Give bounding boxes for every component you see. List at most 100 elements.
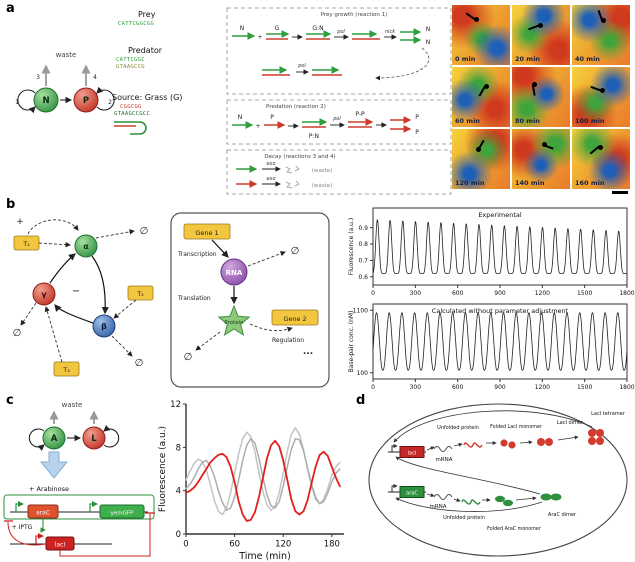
exo-label-2: exo <box>266 176 275 182</box>
svg-text:1500: 1500 <box>577 290 592 297</box>
prey-node <box>33 87 59 113</box>
laci-tetramer-label: LacI tetramer <box>591 411 626 417</box>
beta-to-gamma-arrow <box>54 304 94 324</box>
duplex-label-pn: P:N <box>309 133 319 140</box>
protein-star <box>217 304 251 336</box>
svg-text:60: 60 <box>229 540 240 550</box>
pol-label-3: pol <box>332 116 341 122</box>
arac-activation-link <box>40 518 46 533</box>
alpha-degradation-arrow <box>95 229 135 239</box>
svg-text:8: 8 <box>176 443 181 453</box>
waste-label: waste <box>62 401 83 409</box>
laci-dimer-shape <box>537 438 545 446</box>
grass-sequence-bottom: GTAAGCCGCC <box>114 110 151 117</box>
laci-feedback-line-right <box>59 514 151 557</box>
gamma-degradation-arrow <box>20 302 37 326</box>
predator-title: Predator <box>128 45 163 55</box>
micrograph-frame: 0 min <box>452 5 510 65</box>
timestamp-label: 80 min <box>515 117 540 125</box>
svg-text:180: 180 <box>324 540 340 550</box>
micrograph-frame: 60 min <box>452 67 510 127</box>
svg-text:600: 600 <box>452 290 464 297</box>
dimerization-arrow <box>519 440 533 445</box>
arac-regulation-curve-top <box>395 456 541 495</box>
rna-degradation-arrow <box>247 251 286 267</box>
ellipsis: ... <box>303 347 313 357</box>
rna-label: RNA <box>226 269 243 277</box>
arac-dimer-label: AraC dimer <box>548 512 577 518</box>
laci-monomer-label: Folded LacI monomer <box>490 424 542 430</box>
pol-label: pol <box>336 29 345 35</box>
sequence-definitions: Prey CATTCGGCGG Predator CATTCGGC GTAAGC… <box>112 10 226 137</box>
svg-text:1200: 1200 <box>535 290 550 297</box>
predator-sequence-bottom: GTAAGCCG <box>116 63 145 70</box>
implementation-arrow <box>39 451 69 479</box>
timestamp-label: 140 min <box>515 179 545 187</box>
tracker-dot <box>601 18 606 24</box>
grass-hairpin-glyph <box>114 121 147 136</box>
unfolded-laci-coil <box>463 442 483 448</box>
svg-text:120: 120 <box>275 540 291 550</box>
scale-bar <box>612 191 628 194</box>
reactions-3-4-title: Decay (reactions 3 and 4) <box>264 154 335 160</box>
panel-b-label: b <box>6 197 16 212</box>
gfp-gene-label: yemGFP <box>111 511 134 517</box>
laci-tetramer-shape <box>588 429 596 437</box>
svg-text:Time (min): Time (min) <box>238 551 291 562</box>
tracker-dot <box>483 83 489 89</box>
gamma-label: γ <box>41 290 47 299</box>
micrograph-frame: 120 min <box>452 129 510 189</box>
reaction-1-prey-growth: Prey growth (reaction 1) N + G G:N pol n… <box>226 7 452 95</box>
translation-label: Translation <box>177 295 211 302</box>
prey-sequence: CATTCGGCGG <box>118 21 155 27</box>
micrograph-frame: 160 min <box>572 129 630 189</box>
svg-text:12: 12 <box>170 400 181 410</box>
genetic-circuit-diagram: + Arabinose araC yemGFP + IPTG lacI <box>3 485 155 557</box>
plus-sign: + <box>257 34 262 41</box>
duplex-label-gn: G:N <box>312 25 323 32</box>
reaction-schematics: Prey growth (reaction 1) N + G G:N pol n… <box>226 7 452 195</box>
nick-label: nick <box>385 29 396 35</box>
timestamp-label: 160 min <box>575 179 605 187</box>
gene-expression-pathway: Gene 1 Transcription RNA ∅ Translation P… <box>170 212 330 388</box>
arac-dimer-shape <box>550 493 562 501</box>
empty-set-3: ∅ <box>135 358 144 369</box>
waste-label-2: (waste) <box>312 183 333 189</box>
promoter-arrow-1 <box>15 501 24 512</box>
timestamp-label: 120 min <box>455 179 485 187</box>
transcription-label: Transcription <box>177 251 217 258</box>
t3-to-gamma-arrow <box>44 306 63 363</box>
svg-text:Fluorescence (a.u.): Fluorescence (a.u.) <box>348 218 355 275</box>
regulation-arrow <box>249 323 293 332</box>
strand-label-n: N <box>240 25 245 32</box>
laci-feedback-line-left <box>7 521 47 546</box>
reaction-1-title: Prey growth (reaction 1) <box>321 12 388 18</box>
svg-text:300: 300 <box>410 384 422 391</box>
arabinose-label: + Arabinose <box>29 485 69 493</box>
svg-text:1800: 1800 <box>619 290 634 297</box>
laci-dimer-shape <box>545 438 553 446</box>
micrograph-frame: 100 min <box>572 67 630 127</box>
calculated-chart: 0 300 600 900 1200 1500 1800 100 1100 Calculated … <box>348 303 635 391</box>
repressor-label: L <box>91 434 97 444</box>
direction-arrow <box>597 10 603 22</box>
laci-monomer-shape <box>508 441 516 449</box>
svg-text:Fluorescence (a.u.): Fluorescence (a.u.) <box>158 426 168 512</box>
svg-text:1200: 1200 <box>535 384 550 391</box>
svg-text:0: 0 <box>176 530 181 540</box>
iptg-label: + IPTG <box>12 524 33 531</box>
output-n-2: N <box>426 39 431 46</box>
tracker-dot <box>599 88 605 93</box>
t3-label: T₃ <box>62 366 70 374</box>
direction-arrow <box>465 12 476 21</box>
timestamp-label: 100 min <box>575 117 605 125</box>
activator-module-outline <box>3 494 155 520</box>
input-n: N <box>238 114 243 121</box>
duplex-label-pp: P-P <box>355 111 365 118</box>
prey-selfloop-arrow <box>17 89 36 114</box>
svg-text:Experimental: Experimental <box>478 211 522 219</box>
timestamp-label: 20 min <box>515 55 540 63</box>
micrograph-frame: 140 min <box>512 129 570 189</box>
waste-label-1: (waste) <box>312 168 333 174</box>
minus-annotation: − <box>72 286 80 297</box>
